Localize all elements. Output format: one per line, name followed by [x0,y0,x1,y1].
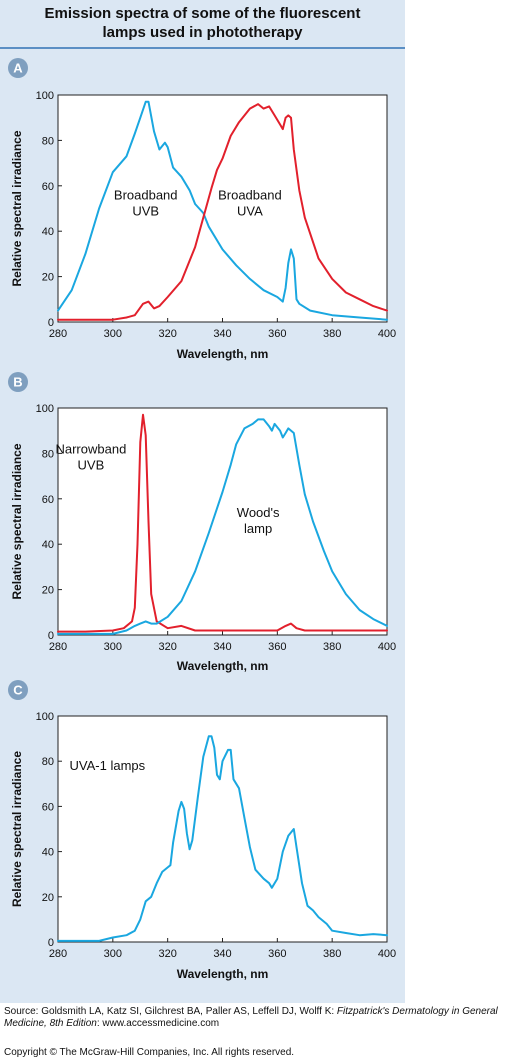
curve-annotation: UVB [132,203,159,218]
series-line-red [57,103,388,321]
y-tick-label: 80 [42,756,54,768]
x-tick-label: 400 [378,948,396,960]
x-tick-label: 300 [104,641,122,653]
y-tick-label: 100 [36,403,54,415]
series-line-blue [57,418,388,635]
panel-letter-badge [8,372,28,392]
y-axis-label: Relative spectral irradiance [10,443,24,599]
panel-letter: A [13,61,23,76]
curve-annotation: Broadband [114,187,178,202]
y-tick-label: 20 [42,585,54,597]
series-line-blue [57,735,388,942]
x-tick-label: 360 [268,641,286,653]
title-band [0,0,405,46]
plot-area [57,94,388,323]
copyright-notice: Copyright © The McGraw-Hill Companies, I… [4,1047,295,1058]
chart-panel-c: C 0 20 40 60 80 100 280 300 320 340 360 380 400 Wavele… [8,680,396,981]
curve-annotation: Broadband [218,187,282,202]
y-tick-label: 20 [42,272,54,284]
x-tick-label: 280 [49,948,67,960]
figure-title: Emission spectra of some of the fluoresc… [44,5,361,41]
x-tick-label: 300 [104,328,122,340]
y-axis-label: Relative spectral irradiance [10,751,24,907]
curve-annotation: lamp [244,521,272,536]
y-tick-label: 60 [42,494,54,506]
figure-panel: Emission spectra of some of the fluoresc… [0,0,405,1003]
y-tick-label: 40 [42,847,54,859]
x-tick-label: 380 [323,641,341,653]
y-tick-label: 40 [42,539,54,551]
y-tick-label: 60 [42,801,54,813]
y-tick-label: 100 [36,711,54,723]
panel-letter: B [13,375,22,390]
panel-letter: C [13,683,23,698]
title-divider [0,47,405,49]
x-tick-label: 320 [158,328,176,340]
y-axis-label: Relative spectral irradiance [10,130,24,286]
y-tick-label: 0 [48,937,54,949]
x-tick-label: 400 [378,641,396,653]
panel-letter-badge [8,58,28,78]
series-line-red [57,413,388,633]
y-tick-label: 40 [42,226,54,238]
source-book-title: Fitzpatrick's Dermatology in General Med… [4,1006,498,1029]
panel-letter-badge [8,680,28,700]
curve-annotation: UVB [78,457,105,472]
y-tick-label: 60 [42,181,54,193]
y-tick-label: 0 [48,317,54,329]
x-tick-label: 380 [323,948,341,960]
curve-annotation: UVA [237,203,263,218]
y-tick-label: 0 [48,630,54,642]
x-tick-label: 280 [49,641,67,653]
source-prefix: Source: Goldsmith LA, Katz SI, Gilchrest… [4,1006,337,1017]
x-axis-label: Wavelength, nm [177,347,269,361]
y-tick-label: 80 [42,448,54,460]
y-tick-label: 20 [42,892,54,904]
x-tick-label: 340 [213,948,231,960]
y-tick-label: 100 [36,90,54,102]
x-tick-label: 280 [49,328,67,340]
x-tick-label: 360 [268,948,286,960]
curve-annotation: UVA-1 lamps [70,758,146,773]
plot-area [57,407,388,636]
x-tick-label: 340 [213,641,231,653]
x-tick-label: 300 [104,948,122,960]
x-tick-label: 340 [213,328,231,340]
curve-annotation: Wood's [237,505,280,520]
y-tick-label: 80 [42,135,54,147]
source-suffix: : www.accessmedicine.com [96,1018,220,1029]
curve-annotation: Narrowband [55,441,126,456]
x-tick-label: 320 [158,641,176,653]
x-tick-label: 400 [378,328,396,340]
x-tick-label: 360 [268,328,286,340]
x-axis-label: Wavelength, nm [177,659,269,673]
chart-panel-a: A 0 20 40 60 80 100 280 300 320 340 360 380 400 Wavele… [8,58,396,361]
x-tick-label: 380 [323,328,341,340]
x-axis-label: Wavelength, nm [177,967,269,981]
x-tick-label: 320 [158,948,176,960]
series-line-blue [57,100,388,321]
plot-area [57,715,388,943]
source-citation: Source: Goldsmith LA, Katz SI, Gilchrest… [4,1006,504,1030]
chart-panel-b: B 0 20 40 60 80 100 280 300 320 340 360 380 400 Wavele… [8,372,396,673]
